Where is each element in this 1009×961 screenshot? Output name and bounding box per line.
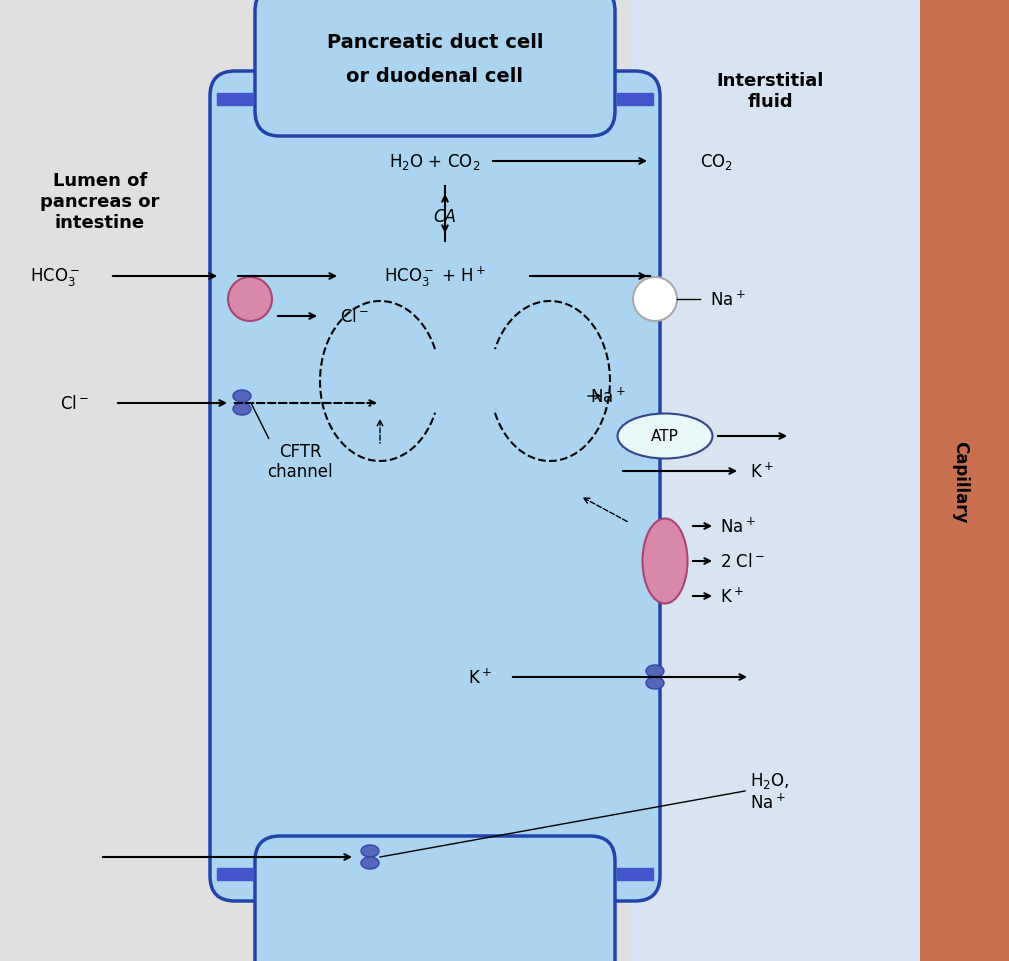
Bar (217, 868, 253, 880)
Text: CO$_2$: CO$_2$ (700, 152, 734, 172)
Text: Cl$^-$: Cl$^-$ (61, 395, 90, 412)
Text: 2 Cl$^-$: 2 Cl$^-$ (720, 553, 765, 571)
Bar (616, 868, 653, 880)
Text: K$^+$: K$^+$ (720, 587, 744, 606)
Text: CFTR
channel: CFTR channel (267, 442, 333, 480)
Text: Na$^+$: Na$^+$ (590, 387, 626, 407)
Text: Na$^+$: Na$^+$ (720, 517, 756, 536)
Text: Pancreatic duct cell: Pancreatic duct cell (327, 33, 543, 52)
Text: CA: CA (434, 208, 456, 226)
Ellipse shape (646, 678, 664, 689)
FancyBboxPatch shape (255, 0, 615, 136)
Ellipse shape (643, 519, 687, 604)
Ellipse shape (233, 404, 251, 415)
Ellipse shape (361, 845, 379, 857)
Text: Interstitial
fluid: Interstitial fluid (716, 72, 823, 111)
FancyBboxPatch shape (255, 836, 615, 961)
Text: ATP: ATP (651, 429, 679, 444)
FancyBboxPatch shape (920, 0, 1009, 961)
FancyBboxPatch shape (630, 0, 920, 961)
Text: or duodenal cell: or duodenal cell (346, 67, 524, 86)
Circle shape (633, 278, 677, 322)
FancyBboxPatch shape (210, 72, 660, 901)
Text: K$^+$: K$^+$ (468, 668, 492, 687)
Text: HCO$_3^-$: HCO$_3^-$ (30, 266, 80, 287)
Text: K$^+$: K$^+$ (750, 462, 774, 481)
Bar (616, 94, 653, 106)
Text: Capillary: Capillary (951, 440, 969, 523)
Text: Na$^+$: Na$^+$ (710, 290, 746, 309)
Text: H$_2$O + CO$_2$: H$_2$O + CO$_2$ (389, 152, 480, 172)
Text: Lumen of
pancreas or
intestine: Lumen of pancreas or intestine (40, 172, 159, 232)
Bar (217, 94, 253, 106)
Text: H$_2$O,
Na$^+$: H$_2$O, Na$^+$ (750, 770, 789, 812)
Ellipse shape (646, 665, 664, 678)
Ellipse shape (233, 390, 251, 403)
Ellipse shape (361, 857, 379, 869)
Ellipse shape (618, 414, 712, 459)
Text: HCO$_3^-$ + H$^+$: HCO$_3^-$ + H$^+$ (384, 264, 486, 289)
Text: Cl$^-$: Cl$^-$ (340, 308, 369, 326)
Circle shape (228, 278, 272, 322)
